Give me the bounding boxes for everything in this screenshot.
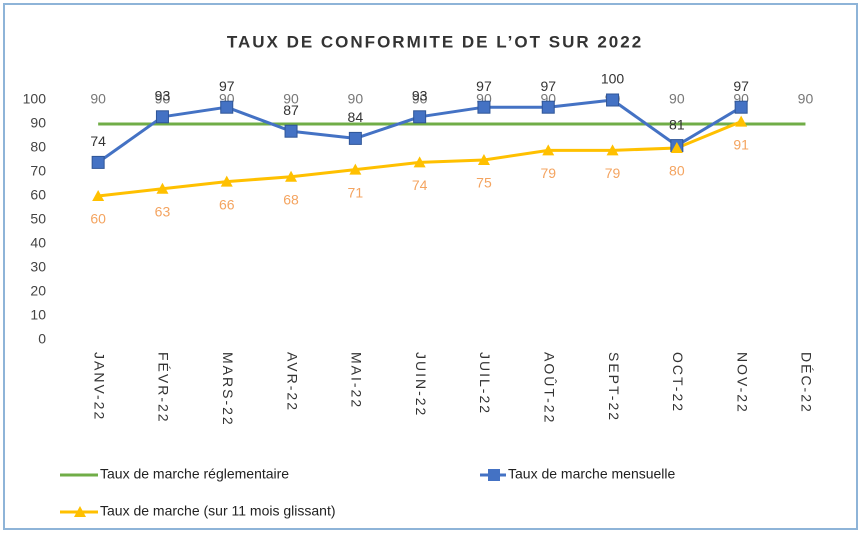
marker: [285, 170, 298, 182]
legend-label: Taux de marche mensuelle: [508, 466, 676, 482]
data-label: 68: [283, 192, 299, 208]
marker: [606, 93, 620, 107]
data-label: 93: [412, 88, 428, 104]
data-label: 79: [605, 165, 621, 181]
x-tick-label: MAI-22: [349, 352, 365, 409]
chart-title: TAUX DE CONFORMITE DE L’OT SUR 2022: [227, 32, 643, 51]
y-tick-label: 10: [30, 307, 46, 323]
data-label: 63: [155, 204, 171, 220]
data-label: 79: [540, 165, 556, 181]
data-label: 87: [283, 102, 299, 118]
marker: [413, 110, 427, 124]
marker: [156, 182, 169, 194]
x-tick-label: JUIL-22: [477, 352, 493, 415]
data-label: 74: [412, 177, 428, 193]
data-label: 90: [283, 91, 299, 107]
y-tick-label: 100: [23, 91, 47, 107]
marker: [735, 115, 748, 127]
data-label: 100: [601, 71, 625, 87]
data-label: 71: [348, 184, 364, 200]
data-label: 90: [155, 91, 171, 107]
x-tick-label: FÉVR-22: [156, 352, 172, 424]
data-label: 90: [412, 91, 428, 107]
data-label: 97: [219, 78, 235, 94]
data-label: 97: [540, 78, 556, 94]
data-label: 81: [669, 116, 685, 132]
y-tick-label: 0: [38, 331, 46, 347]
data-label: 97: [476, 78, 492, 94]
x-tick-label: OCT-22: [670, 352, 686, 413]
legend-label: Taux de marche réglementaire: [100, 466, 289, 482]
y-tick-label: 20: [30, 283, 46, 299]
marker: [541, 100, 555, 114]
marker: [542, 144, 555, 156]
data-label: 93: [155, 88, 171, 104]
legend-label: Taux de marche (sur 11 mois glissant): [100, 503, 336, 519]
data-label: 74: [90, 133, 106, 149]
y-tick-label: 40: [30, 235, 46, 251]
marker: [670, 142, 683, 153]
x-tick-label: NOV-22: [734, 352, 750, 414]
y-tick-label: 90: [30, 115, 46, 131]
data-label: 84: [348, 109, 364, 125]
data-label: 90: [90, 91, 106, 107]
data-label: 60: [90, 211, 106, 227]
marker: [349, 163, 362, 175]
marker: [413, 156, 426, 168]
x-tick-label: SEPT-22: [606, 352, 622, 422]
data-label: 75: [476, 175, 492, 191]
marker: [92, 190, 105, 201]
x-tick-label: MARS-22: [220, 352, 236, 427]
legend-marker: [74, 506, 86, 517]
marker: [91, 155, 105, 169]
legend-marker: [488, 469, 500, 481]
data-label: 97: [733, 78, 749, 94]
marker: [606, 144, 619, 156]
marker: [477, 154, 490, 165]
marker: [155, 110, 169, 124]
chart-frame: [3, 3, 858, 530]
x-tick-label: JUIN-22: [413, 352, 429, 417]
data-label: 66: [219, 196, 235, 212]
data-label: 90: [669, 91, 685, 107]
data-label: 90: [798, 91, 814, 107]
x-tick-label: JANV-22: [91, 352, 107, 421]
data-label: 90: [348, 91, 364, 107]
marker: [734, 100, 748, 114]
y-tick-label: 80: [30, 139, 46, 155]
marker: [220, 175, 233, 187]
data-label: 80: [669, 163, 685, 179]
x-tick-label: DÉC-22: [799, 352, 815, 414]
marker: [284, 124, 298, 138]
x-tick-label: AVR-22: [284, 352, 300, 412]
marker: [348, 131, 362, 145]
data-label: 91: [733, 136, 749, 152]
y-tick-label: 70: [30, 163, 46, 179]
marker: [220, 100, 234, 114]
marker: [477, 100, 491, 114]
y-tick-label: 50: [30, 211, 46, 227]
x-tick-label: AOÛT-22: [542, 352, 558, 424]
y-tick-label: 30: [30, 259, 46, 275]
y-tick-label: 60: [30, 187, 46, 203]
